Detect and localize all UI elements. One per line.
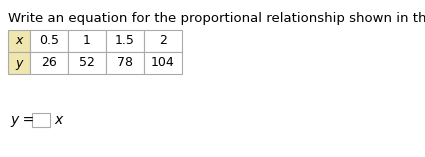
Bar <box>106 30 144 52</box>
Text: 78: 78 <box>117 57 133 70</box>
Bar <box>68 52 106 74</box>
Text: 2: 2 <box>159 35 167 48</box>
Bar <box>30 30 68 52</box>
Text: 1.5: 1.5 <box>115 35 135 48</box>
Bar <box>8 52 30 74</box>
Text: 1: 1 <box>83 35 91 48</box>
Bar <box>144 30 182 52</box>
Text: x: x <box>15 35 23 48</box>
Text: 26: 26 <box>41 57 57 70</box>
Text: 104: 104 <box>151 57 175 70</box>
Bar <box>30 52 68 74</box>
Bar <box>68 30 106 52</box>
Text: y =: y = <box>10 113 39 127</box>
Bar <box>144 52 182 74</box>
Bar <box>32 113 50 127</box>
Bar <box>106 52 144 74</box>
Text: x: x <box>54 113 62 127</box>
Bar <box>8 30 30 52</box>
Text: 0.5: 0.5 <box>39 35 59 48</box>
Text: y: y <box>15 57 23 70</box>
Text: Write an equation for the proportional relationship shown in the table.: Write an equation for the proportional r… <box>8 12 425 25</box>
Text: 52: 52 <box>79 57 95 70</box>
